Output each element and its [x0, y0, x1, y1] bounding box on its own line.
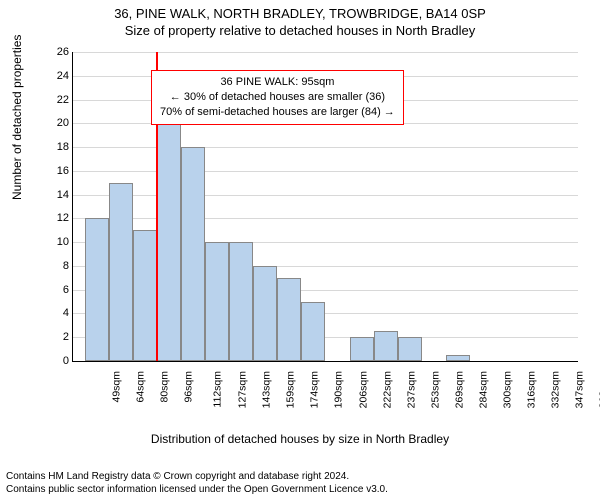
y-tick-label: 0: [63, 355, 69, 367]
histogram-bar: [398, 337, 422, 361]
histogram-bar: [253, 266, 277, 361]
x-tick-label: 284sqm: [477, 371, 489, 408]
chart-outer: 0246810121416182022242649sqm64sqm80sqm96…: [48, 52, 578, 392]
x-tick-label: 49sqm: [111, 371, 123, 403]
histogram-bar: [301, 302, 325, 361]
y-tick-label: 22: [57, 94, 69, 106]
x-tick-label: 269sqm: [453, 371, 465, 408]
plot-area: 0246810121416182022242649sqm64sqm80sqm96…: [72, 52, 578, 362]
gridline: [73, 52, 578, 53]
x-tick-label: 347sqm: [573, 371, 585, 408]
annotation-box: 36 PINE WALK: 95sqm← 30% of detached hou…: [151, 70, 404, 125]
x-tick-label: 253sqm: [429, 371, 441, 408]
x-tick-label: 127sqm: [237, 371, 249, 408]
x-tick-label: 222sqm: [381, 371, 393, 408]
x-tick-label: 206sqm: [357, 371, 369, 408]
x-tick-label: 64sqm: [135, 371, 147, 403]
y-tick-label: 10: [57, 236, 69, 248]
histogram-bar: [205, 242, 229, 361]
x-tick-label: 96sqm: [183, 371, 195, 403]
y-tick-label: 14: [57, 189, 69, 201]
y-tick-label: 8: [63, 260, 69, 272]
histogram-bar: [350, 337, 374, 361]
y-tick-label: 26: [57, 46, 69, 58]
gridline: [73, 171, 578, 172]
histogram-bar: [229, 242, 253, 361]
x-tick-label: 332sqm: [549, 371, 561, 408]
gridline: [73, 218, 578, 219]
x-tick-label: 316sqm: [525, 371, 537, 408]
footer-attribution: Contains HM Land Registry data © Crown c…: [6, 471, 388, 496]
y-tick-label: 24: [57, 70, 69, 82]
x-tick-label: 190sqm: [333, 371, 345, 408]
title-address: 36, PINE WALK, NORTH BRADLEY, TROWBRIDGE…: [0, 6, 600, 21]
x-tick-label: 159sqm: [285, 371, 297, 408]
annotation-line: ← 30% of detached houses are smaller (36…: [160, 90, 395, 105]
y-axis-title: Number of detached properties: [10, 35, 24, 200]
footer-line2: Contains public sector information licen…: [6, 484, 388, 497]
x-tick-label: 237sqm: [405, 371, 417, 408]
y-tick-label: 18: [57, 141, 69, 153]
y-tick-label: 2: [63, 331, 69, 343]
x-tick-label: 300sqm: [501, 371, 513, 408]
y-tick-label: 4: [63, 307, 69, 319]
y-tick-label: 12: [57, 212, 69, 224]
chart-container: 36, PINE WALK, NORTH BRADLEY, TROWBRIDGE…: [0, 0, 600, 500]
histogram-bar: [181, 147, 205, 361]
histogram-bar: [446, 355, 470, 361]
histogram-bar: [374, 331, 398, 361]
histogram-bar: [157, 100, 181, 361]
x-tick-label: 143sqm: [261, 371, 273, 408]
histogram-bar: [109, 183, 133, 361]
x-axis-title: Distribution of detached houses by size …: [0, 432, 600, 446]
gridline: [73, 147, 578, 148]
title-subtitle: Size of property relative to detached ho…: [0, 23, 600, 38]
gridline: [73, 195, 578, 196]
x-tick-label: 112sqm: [212, 371, 224, 408]
y-tick-label: 6: [63, 284, 69, 296]
y-tick-label: 20: [57, 117, 69, 129]
x-tick-label: 80sqm: [159, 371, 171, 403]
title-block: 36, PINE WALK, NORTH BRADLEY, TROWBRIDGE…: [0, 0, 600, 38]
histogram-bar: [85, 218, 109, 361]
footer-line1: Contains HM Land Registry data © Crown c…: [6, 471, 388, 484]
histogram-bar: [277, 278, 301, 361]
x-tick-label: 174sqm: [309, 371, 321, 408]
annotation-line: 70% of semi-detached houses are larger (…: [160, 105, 395, 120]
y-tick-label: 16: [57, 165, 69, 177]
histogram-bar: [133, 230, 157, 361]
annotation-line: 36 PINE WALK: 95sqm: [160, 75, 395, 90]
